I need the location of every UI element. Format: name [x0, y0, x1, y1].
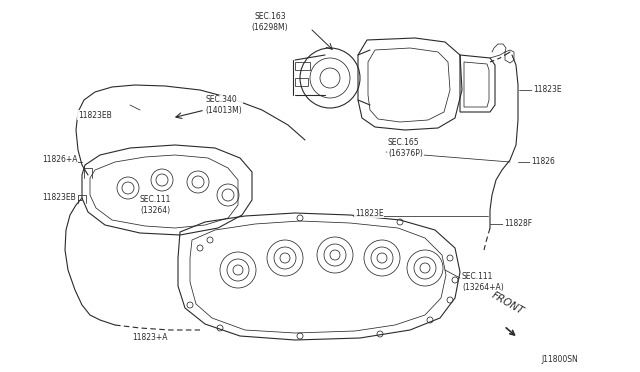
- Text: J11800SN: J11800SN: [541, 356, 579, 365]
- Text: SEC.163
(16298M): SEC.163 (16298M): [252, 12, 288, 32]
- Text: 11823E: 11823E: [533, 86, 562, 94]
- Text: 11828F: 11828F: [504, 219, 532, 228]
- Text: SEC.111
(13264): SEC.111 (13264): [140, 195, 171, 215]
- Text: SEC.111
(13264+A): SEC.111 (13264+A): [462, 272, 504, 292]
- Text: 11823+A: 11823+A: [132, 334, 168, 343]
- Text: 11823EB: 11823EB: [42, 193, 76, 202]
- Text: 11823EB: 11823EB: [78, 110, 112, 119]
- Text: 11826+A: 11826+A: [42, 155, 77, 164]
- Text: 11823E: 11823E: [355, 208, 383, 218]
- Text: SEC.340
(14013M): SEC.340 (14013M): [205, 95, 242, 115]
- Text: SEC.165
(16376P): SEC.165 (16376P): [388, 138, 423, 158]
- Text: FRONT: FRONT: [490, 289, 525, 316]
- Text: 11826: 11826: [531, 157, 555, 167]
